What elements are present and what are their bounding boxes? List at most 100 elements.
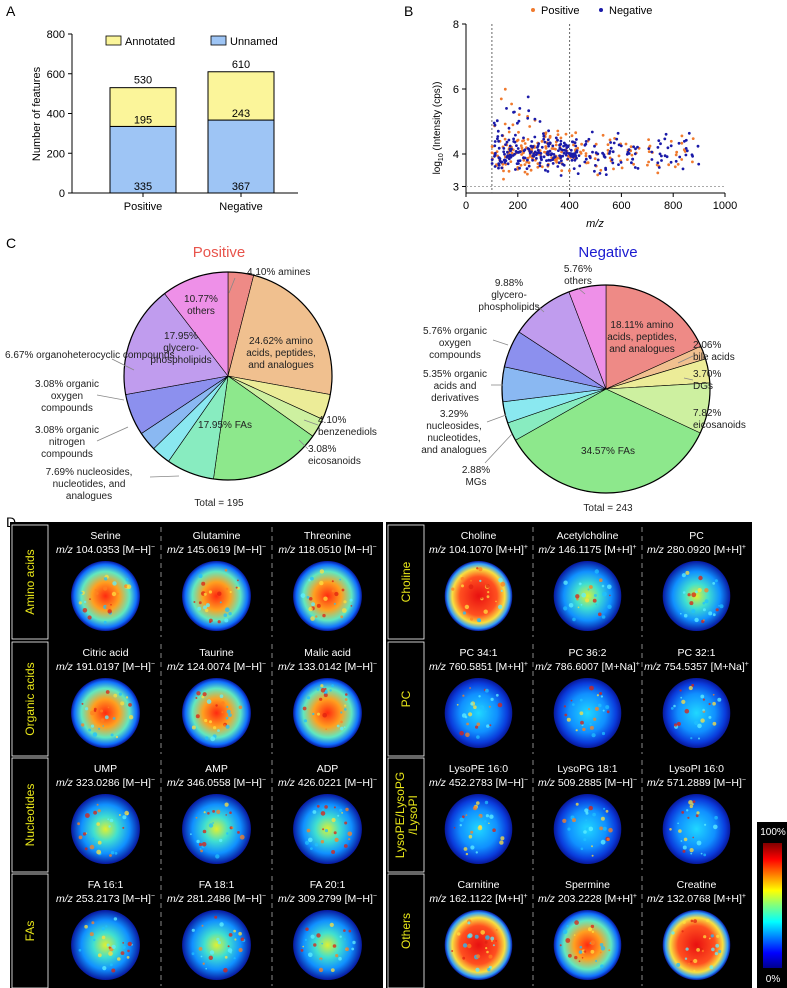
image-speckle [223, 613, 228, 617]
tile-mz-label: m/z 145.0619 [M−H]− [167, 544, 266, 556]
image-speckle [476, 801, 480, 805]
image-speckle [202, 962, 205, 965]
image-speckle [322, 828, 325, 831]
scatter-point-positive [529, 168, 533, 172]
image-speckle [474, 934, 479, 939]
tissue-image [444, 910, 513, 980]
image-speckle [596, 694, 600, 697]
image-speckle [345, 693, 348, 696]
image-speckle [100, 718, 105, 722]
scatter-point-positive [520, 153, 523, 156]
image-speckle [93, 707, 97, 711]
image-speckle [578, 960, 581, 963]
scatter-point-negative [493, 144, 497, 148]
image-speckle [706, 918, 710, 923]
scatter-point-negative [546, 138, 550, 142]
y-tick-label: 0 [59, 188, 65, 200]
image-speckle [314, 843, 319, 847]
scatter-point-negative [564, 153, 568, 157]
scatter-point-negative [543, 140, 547, 144]
image-speckle [479, 705, 485, 710]
image-speckle [233, 929, 237, 933]
image-speckle [472, 805, 478, 811]
scatter-point-negative [632, 145, 635, 149]
image-speckle [718, 604, 720, 607]
image-speckle [78, 601, 82, 605]
image-speckle [712, 721, 717, 726]
pie-label-neg-fas: 34.57% FAs [581, 446, 635, 457]
image-speckle [608, 827, 613, 833]
leader-line [228, 277, 236, 294]
image-speckle [462, 956, 466, 960]
image-speckle [198, 842, 203, 847]
image-speckle [581, 592, 587, 598]
image-speckle [98, 727, 101, 730]
panel-letter-b: B [404, 3, 413, 19]
image-speckle [308, 952, 313, 958]
scatter-point-positive [594, 142, 598, 146]
image-speckle [225, 607, 230, 612]
image-speckle [111, 591, 117, 597]
image-speckle [700, 852, 703, 855]
scatter-point-negative [557, 149, 560, 153]
image-speckle [563, 580, 568, 585]
tile-compound-name: PC 34:1 [460, 647, 498, 659]
scatter-point-negative [497, 166, 500, 170]
scatter-point-positive [584, 152, 588, 155]
x-tick-label: 800 [664, 200, 682, 212]
scatter-point-positive [560, 169, 564, 173]
imaging-panel: Amino acids Serine m/z 104.0353 [M−H]− Glut… [10, 522, 787, 988]
image-speckle [580, 847, 584, 851]
scatter-point-positive [502, 169, 505, 173]
image-speckle [579, 582, 582, 585]
image-speckle [101, 935, 106, 940]
scatter-point-negative [500, 160, 504, 164]
image-speckle [608, 949, 611, 952]
tile-mz-label: m/z 203.2228 [M+H]+ [538, 893, 637, 905]
image-speckle [462, 943, 468, 948]
scatter-point-negative [517, 119, 521, 123]
image-speckle [686, 809, 689, 812]
scatter-point-negative [526, 116, 530, 120]
pie-title-negative: Negative [578, 244, 637, 261]
group-label-box [387, 757, 425, 873]
scatter-point-positive [501, 162, 505, 166]
tile-compound-name: LysoPE 16:0 [449, 763, 508, 775]
image-speckle [225, 724, 230, 729]
image-speckle [691, 609, 696, 614]
scatter-point-negative [515, 144, 518, 148]
y-tick-label: 6 [453, 84, 459, 96]
image-speckle [478, 815, 481, 818]
image-speckle [205, 608, 209, 613]
image-speckle [103, 620, 107, 624]
image-speckle [476, 735, 480, 739]
image-speckle [349, 598, 353, 602]
image-speckle [226, 705, 229, 709]
pie-title-positive: Positive [193, 244, 246, 261]
image-speckle [107, 706, 110, 709]
scatter-point-negative [542, 134, 546, 138]
image-speckle [217, 620, 221, 624]
image-speckle [462, 694, 465, 697]
image-speckle [231, 826, 234, 829]
image-speckle [191, 725, 196, 730]
tissue-image [662, 794, 731, 864]
scatter-point-positive [515, 139, 519, 143]
pie-label-organoheterocyclic: 6.67% organoheterocyclic compounds [5, 350, 175, 361]
y-tick-label: 600 [47, 69, 65, 81]
scatter-point-negative [542, 132, 545, 136]
image-speckle [221, 701, 225, 705]
x-tick-label: 1000 [713, 200, 737, 212]
image-speckle [308, 837, 313, 843]
image-speckle [486, 595, 490, 599]
image-speckle [306, 595, 310, 599]
scatter-legend: Positive Negative [531, 5, 652, 17]
image-speckle [601, 731, 606, 736]
scatter-point-negative [560, 159, 563, 163]
image-speckle [710, 934, 714, 938]
image-speckle [589, 685, 594, 691]
tile-compound-name: PC 32:1 [678, 647, 716, 659]
scatter-point-negative [683, 139, 686, 143]
tile-mz-label: m/z 162.1122 [M+H]+ [429, 893, 527, 905]
image-speckle [572, 617, 576, 622]
